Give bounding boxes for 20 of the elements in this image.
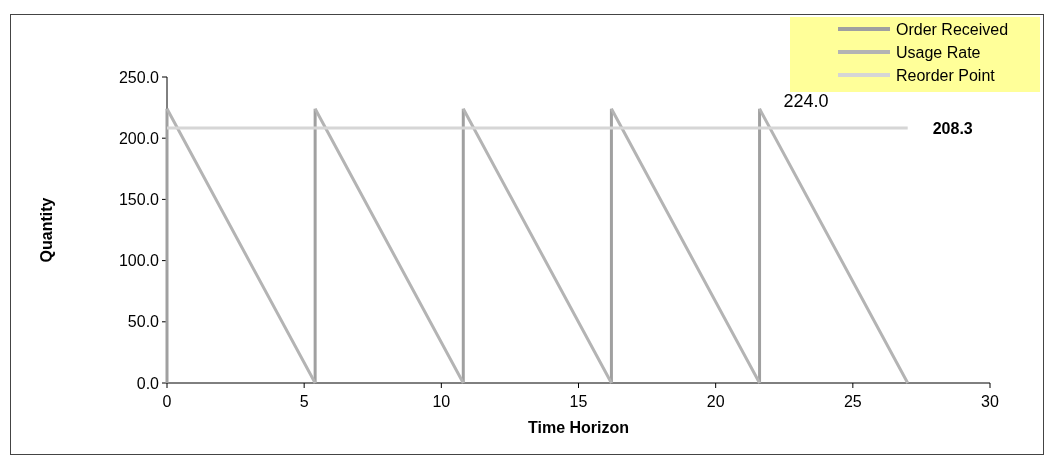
x-tick-label: 25 — [843, 393, 862, 410]
legend-label: Usage Rate — [896, 43, 981, 61]
data-label: 208.3 — [932, 120, 973, 138]
x-tick-label: 0 — [162, 393, 172, 410]
x-tick-label: 5 — [299, 393, 309, 410]
x-axis-title: Time Horizon — [527, 419, 630, 436]
y-tick-label: 200.0 — [118, 129, 160, 147]
x-tick-label: 10 — [432, 393, 451, 410]
x-tick-label: 30 — [981, 393, 999, 410]
annotation: 224.0 — [783, 90, 829, 111]
y-tick-label: 0.0 — [136, 374, 160, 392]
y-axis-title: Quantity — [38, 197, 55, 263]
legend-label: Reorder Point — [896, 66, 996, 84]
y-tick-label: 100.0 — [118, 252, 160, 270]
y-tick-label: 250.0 — [118, 68, 160, 86]
y-tick-label: 50.0 — [127, 313, 160, 331]
x-tick-label: 20 — [706, 393, 725, 410]
legend-label: Order Received — [896, 20, 1009, 38]
x-tick-label: 15 — [569, 393, 588, 410]
y-tick-label: 150.0 — [118, 191, 160, 208]
